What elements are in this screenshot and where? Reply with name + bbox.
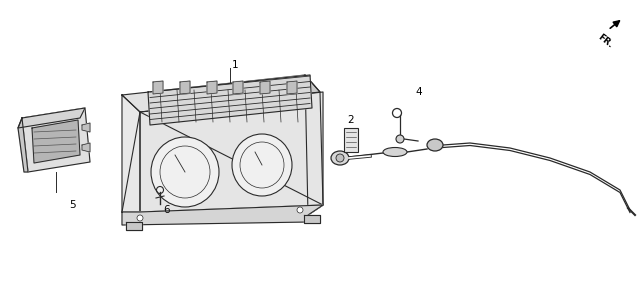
Polygon shape	[22, 108, 90, 172]
Polygon shape	[180, 81, 190, 94]
Bar	[344, 128, 358, 152]
Ellipse shape	[232, 134, 292, 196]
Polygon shape	[82, 123, 90, 132]
Polygon shape	[140, 92, 323, 212]
Polygon shape	[287, 81, 297, 94]
Text: 3: 3	[341, 153, 348, 163]
Polygon shape	[233, 81, 243, 94]
Polygon shape	[122, 112, 323, 215]
Text: 1: 1	[232, 60, 239, 70]
Text: 6: 6	[163, 205, 170, 215]
Ellipse shape	[331, 151, 349, 165]
Polygon shape	[122, 95, 140, 212]
Text: 5: 5	[68, 200, 76, 210]
Polygon shape	[126, 222, 142, 230]
Polygon shape	[32, 120, 80, 163]
Circle shape	[336, 154, 344, 162]
Polygon shape	[153, 81, 163, 94]
Ellipse shape	[151, 137, 219, 207]
Text: 4: 4	[415, 87, 422, 97]
Polygon shape	[305, 75, 323, 215]
Polygon shape	[304, 215, 320, 223]
Polygon shape	[260, 81, 270, 94]
Circle shape	[297, 207, 303, 213]
Polygon shape	[18, 118, 28, 172]
Text: 2: 2	[348, 115, 355, 125]
Polygon shape	[82, 143, 90, 152]
Circle shape	[396, 135, 404, 143]
Polygon shape	[148, 75, 312, 125]
Ellipse shape	[383, 147, 407, 156]
Polygon shape	[18, 108, 85, 128]
Ellipse shape	[427, 139, 443, 151]
Text: FR.: FR.	[596, 32, 614, 49]
Polygon shape	[122, 75, 320, 112]
Circle shape	[137, 215, 143, 221]
Polygon shape	[122, 205, 323, 225]
Polygon shape	[207, 81, 217, 94]
